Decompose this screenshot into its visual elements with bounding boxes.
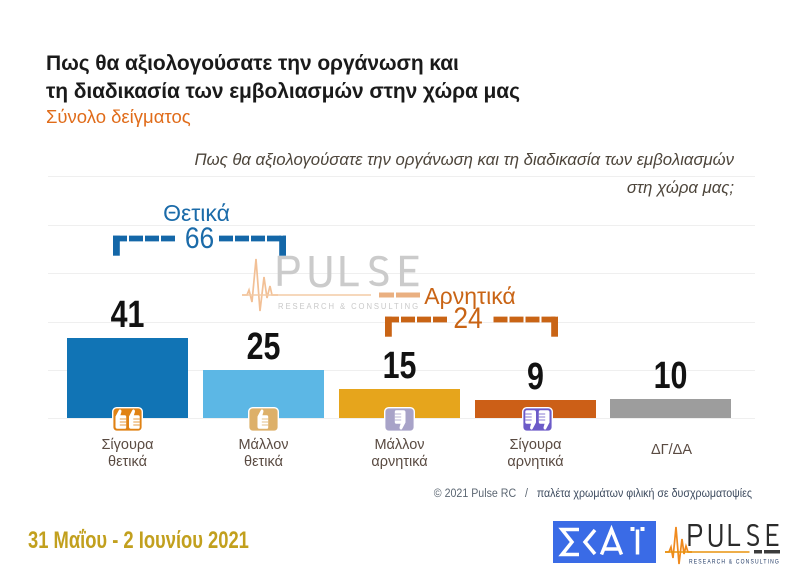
svg-text:RESEARCH & CONSULTING: RESEARCH & CONSULTING	[278, 302, 420, 311]
svg-text:RESEARCH & CONSULTING: RESEARCH & CONSULTING	[689, 559, 780, 566]
